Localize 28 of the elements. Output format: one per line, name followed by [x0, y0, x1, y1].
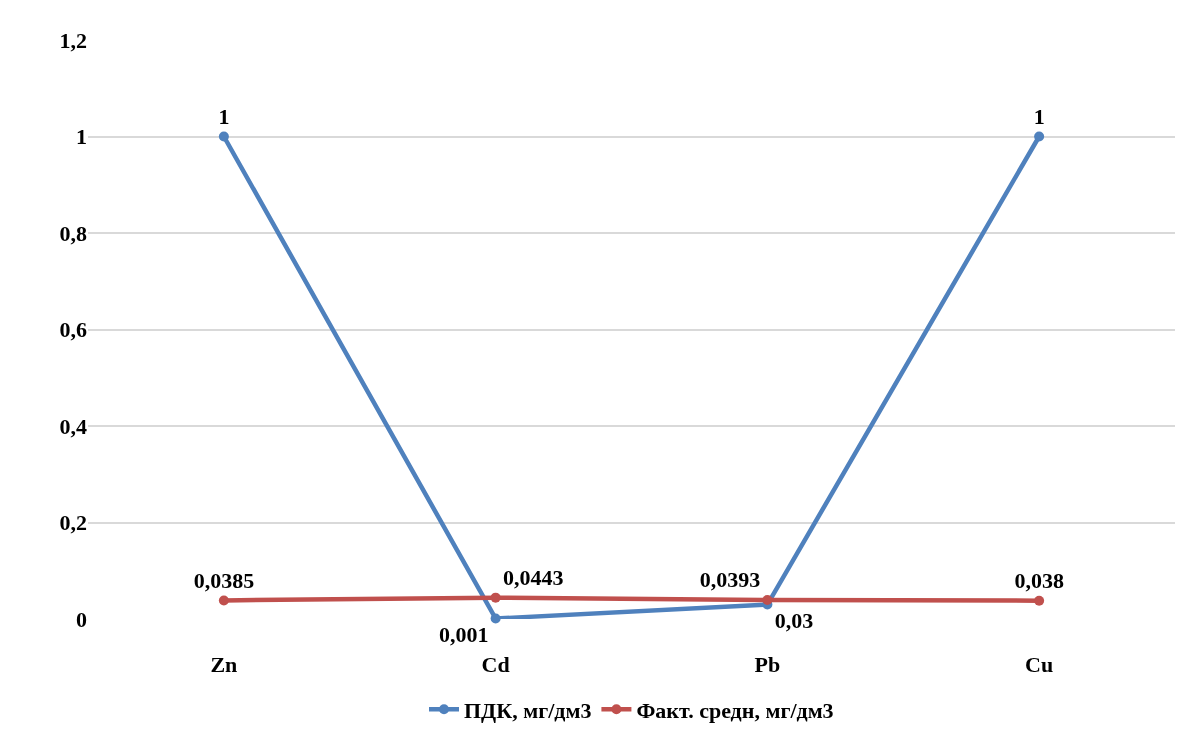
data-label: 0,0385	[193, 567, 255, 593]
data-label: 0,0443	[502, 564, 564, 590]
point	[218, 131, 229, 142]
data-label: 0,038	[1014, 567, 1064, 593]
legend-label: ПДК, мг/дм3	[464, 697, 592, 723]
y-tick-label: 1	[76, 124, 87, 150]
point	[1034, 595, 1045, 606]
point	[1034, 131, 1045, 142]
y-tick-label: 0,2	[59, 510, 87, 536]
y-tick-label: 0,8	[59, 220, 87, 246]
data-label: 0,0393	[699, 567, 761, 593]
data-label: 0,03	[774, 608, 814, 634]
x-tick-label: Zn	[210, 652, 238, 677]
data-label: 1	[1033, 103, 1045, 129]
x-tick-label: Pb	[754, 652, 781, 677]
data-label: 1	[218, 103, 230, 129]
data-label: 0,001	[438, 622, 489, 648]
legend-label: Факт. средн, мг/дм3	[636, 697, 834, 723]
x-tick-label: Cu	[1025, 652, 1054, 677]
point	[490, 592, 501, 603]
point	[762, 595, 773, 606]
point	[218, 595, 229, 606]
y-tick-label: 0,4	[59, 413, 87, 439]
y-tick-label: 0	[76, 606, 87, 632]
y-tick-label: 1,2	[59, 27, 87, 53]
y-tick-label: 0,6	[59, 317, 87, 343]
x-tick-label: Cd	[481, 652, 510, 677]
point	[490, 613, 501, 624]
